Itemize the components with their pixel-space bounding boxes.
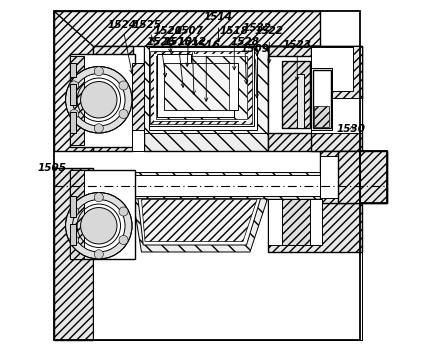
Polygon shape (148, 49, 257, 130)
Bar (70, 170, 135, 259)
Wedge shape (66, 193, 132, 259)
Circle shape (94, 124, 103, 133)
Circle shape (81, 208, 117, 244)
Bar (54, 10, 360, 340)
Bar (132, 63, 143, 133)
Bar (70, 84, 76, 105)
Polygon shape (54, 10, 320, 46)
Bar (311, 68, 332, 130)
Circle shape (119, 207, 128, 216)
Polygon shape (154, 54, 248, 121)
Text: 1509: 1509 (241, 44, 270, 98)
Polygon shape (54, 168, 92, 340)
Polygon shape (138, 199, 261, 245)
Bar (70, 196, 76, 217)
Polygon shape (92, 46, 133, 150)
Polygon shape (267, 46, 320, 150)
Circle shape (70, 236, 79, 245)
Polygon shape (154, 51, 238, 121)
Text: 1518: 1518 (220, 27, 249, 70)
Polygon shape (267, 199, 362, 252)
Circle shape (70, 81, 79, 90)
Polygon shape (164, 63, 238, 110)
Polygon shape (144, 46, 267, 150)
Text: 1505: 1505 (38, 163, 67, 173)
Text: 1530: 1530 (337, 125, 366, 134)
Polygon shape (70, 172, 362, 199)
Bar (314, 106, 329, 127)
Text: 1532: 1532 (242, 23, 271, 56)
Bar (297, 74, 304, 128)
Text: 1526: 1526 (146, 37, 175, 77)
Circle shape (119, 236, 128, 245)
Polygon shape (92, 175, 352, 196)
Text: 1516: 1516 (192, 41, 221, 101)
Text: 1524: 1524 (108, 20, 137, 74)
Bar (70, 224, 76, 245)
Polygon shape (267, 46, 362, 98)
Polygon shape (155, 56, 246, 119)
Text: 1514: 1514 (204, 13, 233, 42)
Bar (132, 130, 143, 150)
Polygon shape (142, 199, 257, 241)
Polygon shape (311, 46, 362, 150)
Circle shape (70, 110, 79, 119)
Polygon shape (144, 46, 267, 133)
Bar (70, 170, 84, 259)
Text: 1525: 1525 (132, 20, 161, 42)
Polygon shape (133, 199, 267, 252)
Polygon shape (320, 150, 386, 203)
Polygon shape (92, 199, 362, 340)
Polygon shape (157, 54, 234, 117)
Text: 1522: 1522 (255, 27, 284, 63)
Circle shape (70, 207, 79, 216)
Text: 1520: 1520 (153, 27, 182, 52)
Bar (313, 70, 330, 128)
Bar (70, 112, 76, 133)
Bar (70, 56, 84, 145)
Polygon shape (150, 51, 252, 124)
Bar (282, 61, 310, 128)
Bar (311, 47, 362, 133)
Bar (282, 61, 310, 128)
Bar (70, 63, 76, 77)
Text: 1510: 1510 (164, 37, 193, 87)
Circle shape (119, 81, 128, 90)
Circle shape (81, 82, 117, 118)
Bar (282, 199, 310, 245)
Polygon shape (337, 150, 386, 203)
Bar (267, 199, 322, 245)
Wedge shape (66, 66, 132, 133)
Polygon shape (70, 199, 362, 340)
Circle shape (94, 66, 103, 76)
Bar (320, 156, 386, 198)
Circle shape (94, 193, 103, 202)
Circle shape (94, 250, 103, 259)
Polygon shape (148, 47, 254, 126)
Text: 1507: 1507 (174, 27, 203, 66)
Polygon shape (164, 63, 229, 110)
Bar (311, 68, 332, 130)
Text: 1512: 1512 (178, 37, 207, 94)
Bar (267, 56, 322, 133)
Text: 1523: 1523 (283, 41, 312, 80)
Bar (70, 54, 135, 147)
Text: 1528: 1528 (230, 37, 259, 84)
Polygon shape (54, 10, 92, 150)
Circle shape (119, 110, 128, 119)
Polygon shape (320, 46, 362, 98)
